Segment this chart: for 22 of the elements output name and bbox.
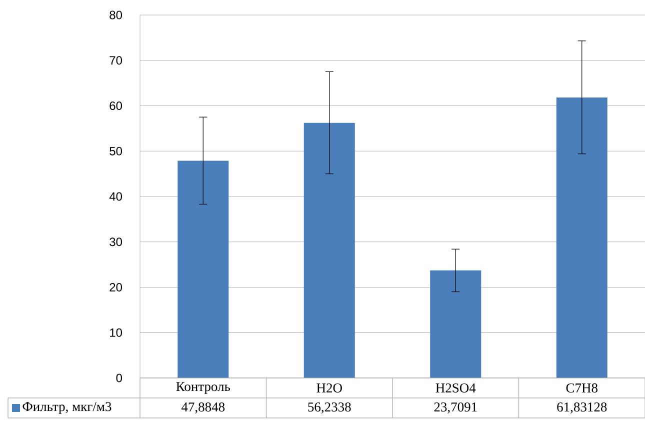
y-tick-label: 60 — [110, 102, 122, 110]
y-tick-label: 10 — [110, 328, 122, 337]
bar — [304, 122, 355, 378]
bar — [178, 160, 229, 378]
bar — [430, 270, 482, 378]
y-tick-label: 30 — [110, 238, 122, 246]
bar — [556, 97, 608, 378]
data-label: 56,2338 — [308, 402, 351, 414]
x-tick-label: Контроль — [176, 382, 230, 394]
y-tick-label: 80 — [110, 10, 122, 20]
data-label: 23,7091 — [434, 402, 477, 414]
legend-label: Фильтр, мкг/м3 — [22, 402, 112, 414]
y-tick-label: 20 — [110, 282, 122, 292]
y-tick-label: 50 — [110, 146, 122, 156]
y-tick-label: 40 — [109, 192, 122, 201]
x-tick-label: H2O — [316, 383, 342, 393]
x-tick-label: H2SO4 — [436, 383, 476, 393]
y-tick-label: 0 — [116, 374, 122, 382]
y-tick-label: 70 — [110, 56, 122, 65]
x-tick-label: C7H8 — [566, 383, 598, 393]
data-label: 47,8848 — [181, 402, 225, 414]
data-label: 61,83128 — [557, 402, 607, 414]
